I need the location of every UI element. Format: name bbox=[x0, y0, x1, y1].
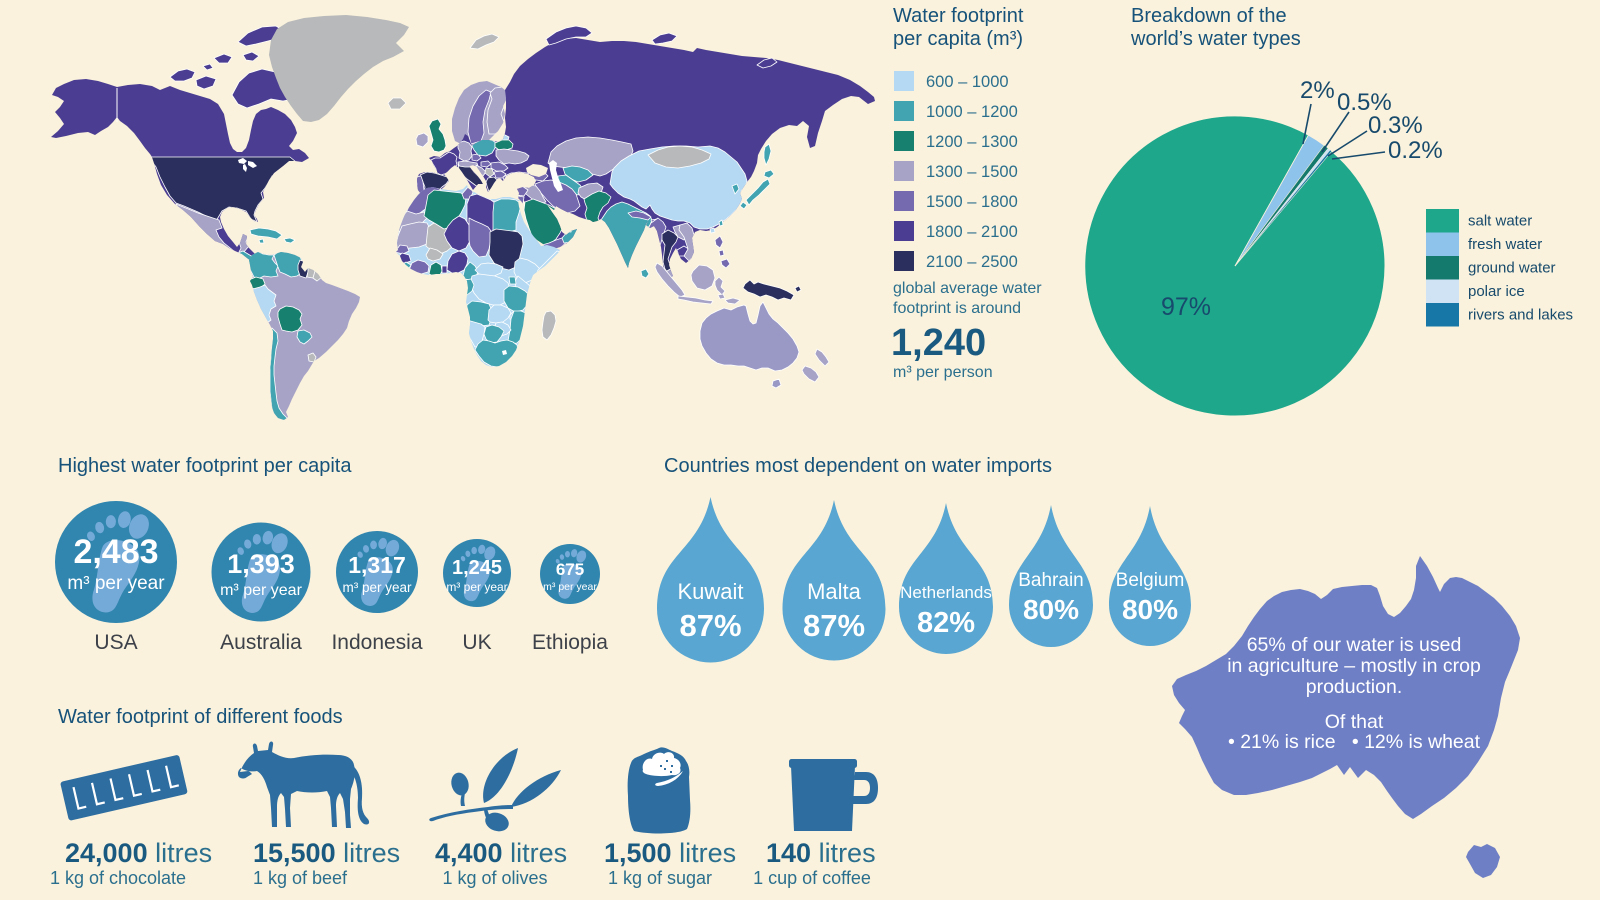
svg-text:Highest water footprint per ca: Highest water footprint per capita bbox=[58, 455, 352, 477]
svg-text:1 kg of beef: 1 kg of beef bbox=[253, 868, 348, 888]
svg-text:Bahrain: Bahrain bbox=[1018, 570, 1084, 591]
svg-text:87%: 87% bbox=[679, 608, 741, 643]
svg-text:1300 – 1500: 1300 – 1500 bbox=[926, 163, 1018, 181]
svg-text:1,500 litres: 1,500 litres bbox=[604, 838, 736, 868]
svg-text:per capita (m³): per capita (m³) bbox=[893, 28, 1023, 50]
svg-text:USA: USA bbox=[94, 631, 137, 654]
svg-text:1 kg of chocolate: 1 kg of chocolate bbox=[50, 868, 186, 888]
svg-text:0.3%: 0.3% bbox=[1368, 112, 1423, 139]
svg-text:m³ per year: m³ per year bbox=[543, 581, 597, 593]
svg-text:Netherlands: Netherlands bbox=[900, 583, 992, 602]
svg-text:1200 – 1300: 1200 – 1300 bbox=[926, 133, 1018, 151]
svg-text:1800 – 2100: 1800 – 2100 bbox=[926, 223, 1018, 241]
svg-text:Australia: Australia bbox=[220, 631, 302, 654]
svg-text:1,317: 1,317 bbox=[348, 552, 406, 578]
svg-text:2100 – 2500: 2100 – 2500 bbox=[926, 253, 1018, 271]
svg-text:m³ per person: m³ per person bbox=[893, 364, 993, 381]
svg-text:global average water: global average water bbox=[893, 280, 1042, 297]
svg-text:Indonesia: Indonesia bbox=[331, 631, 422, 654]
svg-text:• 21% is rice • 12% is wheat: • 21% is rice • 12% is wheat bbox=[1228, 731, 1481, 753]
svg-text:80%: 80% bbox=[1122, 594, 1178, 625]
svg-text:m³ per year: m³ per year bbox=[67, 573, 165, 594]
svg-text:in agriculture – mostly in cro: in agriculture – mostly in crop bbox=[1227, 655, 1481, 677]
svg-text:UK: UK bbox=[462, 631, 491, 654]
svg-text:87%: 87% bbox=[803, 608, 865, 643]
svg-text:24,000 litres: 24,000 litres bbox=[65, 838, 212, 868]
svg-text:82%: 82% bbox=[917, 607, 975, 639]
svg-text:1 kg of sugar: 1 kg of sugar bbox=[608, 868, 712, 888]
svg-text:footprint is around: footprint is around bbox=[893, 300, 1021, 317]
svg-text:Kuwait: Kuwait bbox=[677, 579, 743, 604]
svg-text:2,483: 2,483 bbox=[73, 533, 158, 571]
svg-text:600 – 1000: 600 – 1000 bbox=[926, 73, 1009, 91]
svg-text:Breakdown of the: Breakdown of the bbox=[1131, 5, 1287, 27]
svg-text:polar ice: polar ice bbox=[1468, 283, 1525, 300]
svg-text:1500 – 1800: 1500 – 1800 bbox=[926, 193, 1018, 211]
svg-text:1 cup of coffee: 1 cup of coffee bbox=[753, 868, 871, 888]
svg-text:1,240: 1,240 bbox=[891, 322, 986, 364]
svg-text:Countries most dependent on wa: Countries most dependent on water import… bbox=[664, 455, 1052, 477]
svg-text:Of that: Of that bbox=[1325, 711, 1384, 733]
svg-text:ground water: ground water bbox=[1468, 260, 1556, 277]
svg-text:0.5%: 0.5% bbox=[1337, 89, 1392, 116]
svg-text:1,245: 1,245 bbox=[452, 557, 502, 579]
svg-text:Malta: Malta bbox=[807, 579, 862, 604]
svg-text:Ethiopia: Ethiopia bbox=[532, 631, 608, 654]
svg-text:production.: production. bbox=[1306, 676, 1402, 698]
svg-text:15,500 litres: 15,500 litres bbox=[253, 838, 400, 868]
svg-text:salt water: salt water bbox=[1468, 213, 1532, 230]
svg-text:rivers and lakes: rivers and lakes bbox=[1468, 307, 1573, 324]
svg-text:140 litres: 140 litres bbox=[766, 838, 876, 868]
svg-text:2%: 2% bbox=[1300, 77, 1335, 104]
svg-text:m³ per year: m³ per year bbox=[446, 580, 507, 594]
svg-text:80%: 80% bbox=[1023, 594, 1079, 625]
svg-text:m³ per year: m³ per year bbox=[342, 580, 412, 595]
svg-text:97%: 97% bbox=[1161, 293, 1211, 321]
svg-text:4,400 litres: 4,400 litres bbox=[435, 838, 567, 868]
svg-text:65% of our water is used: 65% of our water is used bbox=[1247, 634, 1462, 656]
svg-text:1,393: 1,393 bbox=[227, 549, 295, 579]
svg-text:1000 – 1200: 1000 – 1200 bbox=[926, 103, 1018, 121]
svg-text:675: 675 bbox=[556, 560, 584, 579]
svg-text:Water footprint: Water footprint bbox=[893, 5, 1024, 27]
svg-text:Belgium: Belgium bbox=[1116, 570, 1185, 591]
svg-text:world’s water types: world’s water types bbox=[1130, 28, 1301, 50]
svg-text:fresh water: fresh water bbox=[1468, 236, 1542, 253]
svg-text:m³ per year: m³ per year bbox=[220, 582, 302, 599]
svg-text:1 kg of olives: 1 kg of olives bbox=[442, 868, 547, 888]
svg-text:Water footprint of different f: Water footprint of different foods bbox=[58, 706, 343, 728]
svg-text:0.2%: 0.2% bbox=[1388, 137, 1443, 164]
